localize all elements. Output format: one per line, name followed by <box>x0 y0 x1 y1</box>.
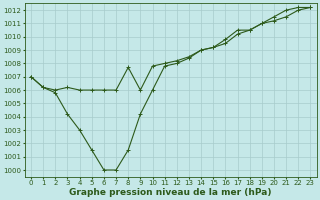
X-axis label: Graphe pression niveau de la mer (hPa): Graphe pression niveau de la mer (hPa) <box>69 188 272 197</box>
